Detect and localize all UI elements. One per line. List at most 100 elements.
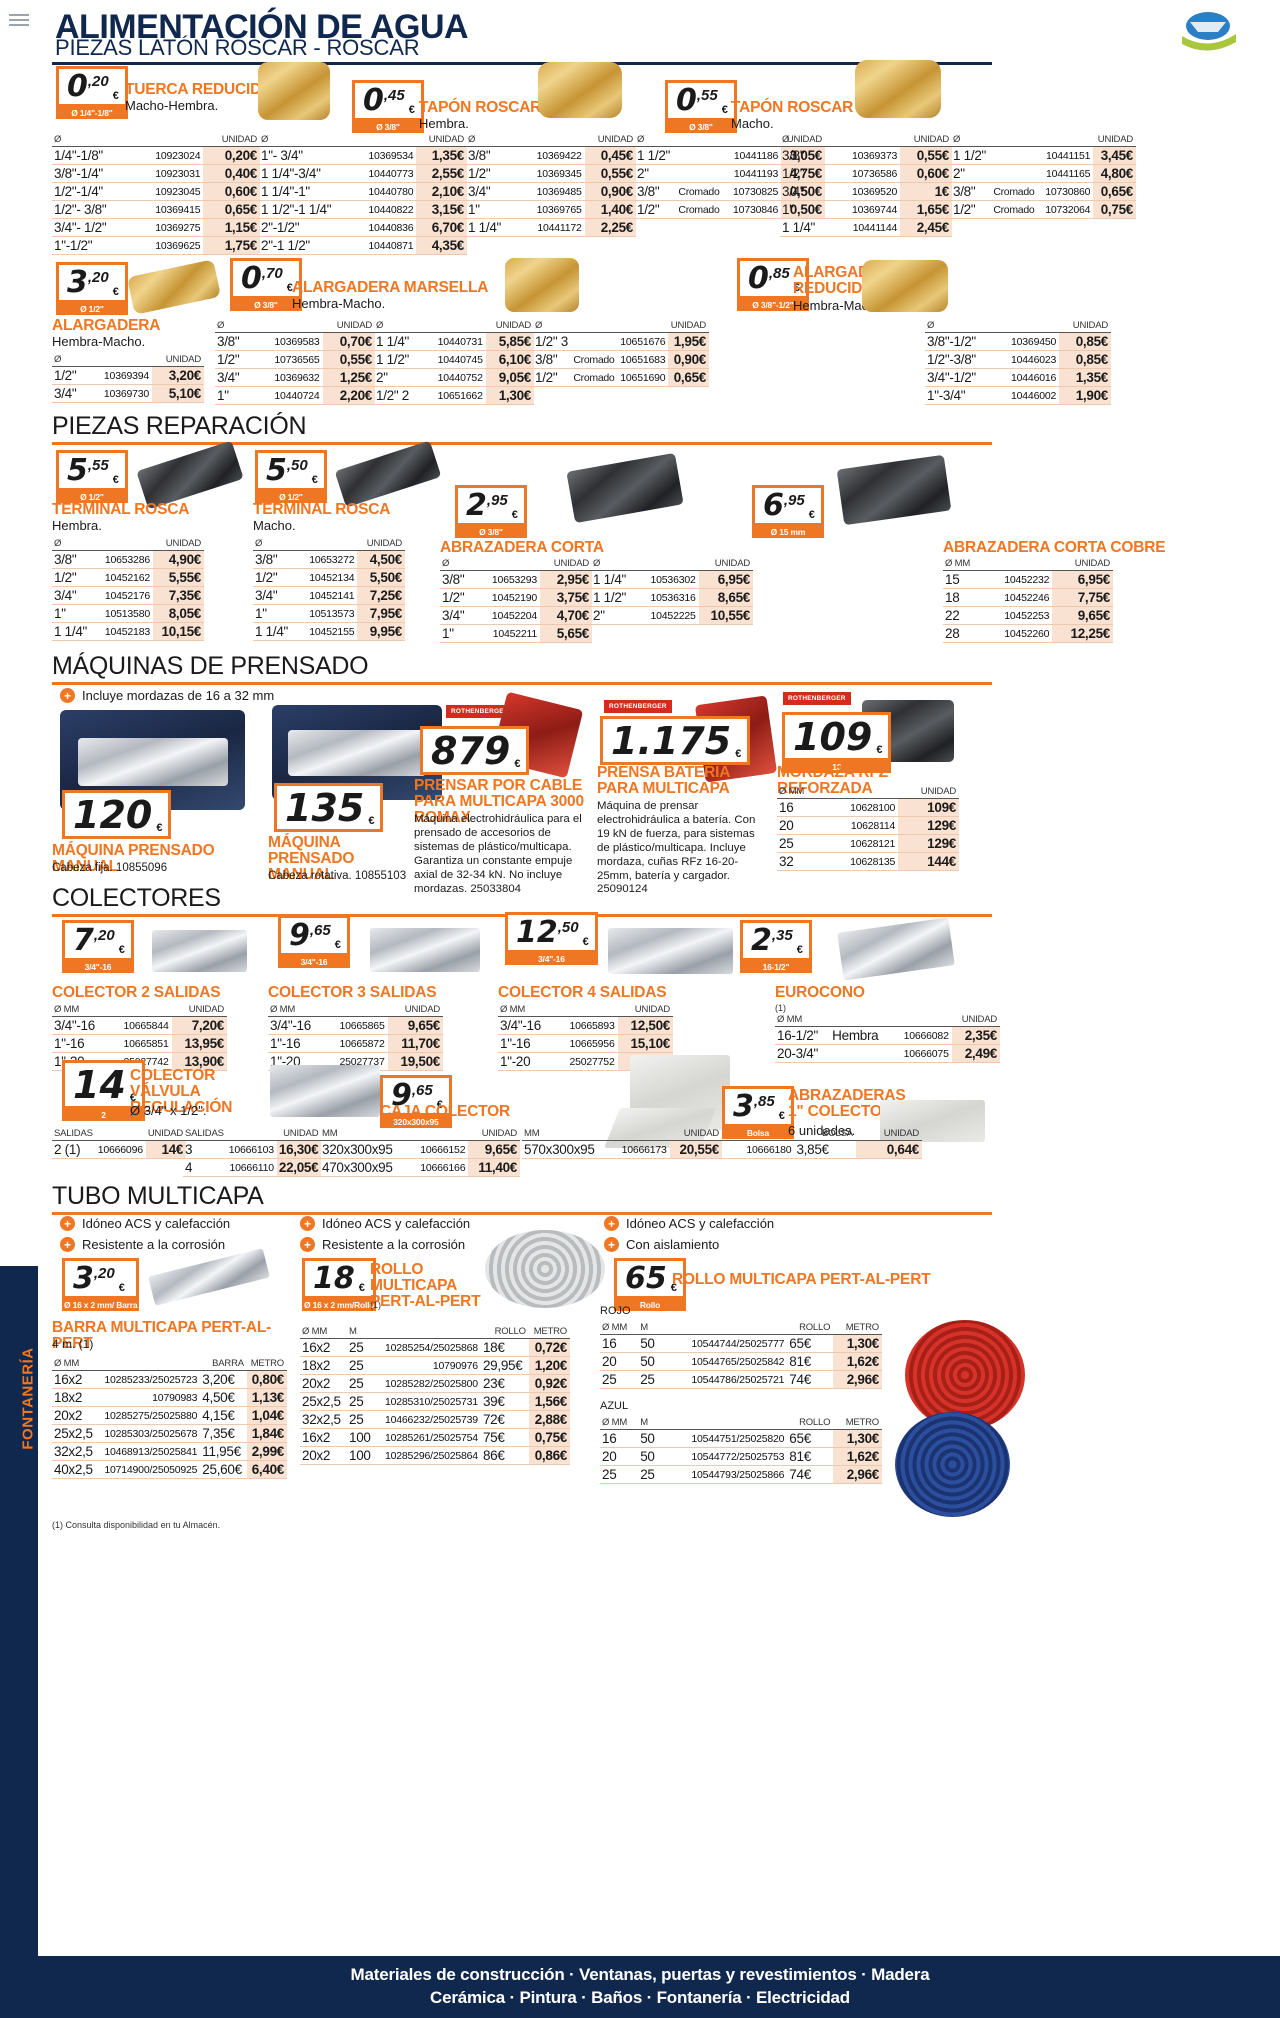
brand-label-rothenberger: ROTHENBERGER (446, 705, 514, 718)
th-diam: Ø (591, 558, 638, 571)
product-desc-tapon-macho: Macho. (731, 116, 774, 131)
table-marsella-col2: Ø UNIDAD 1 1/4" 10440731 5,85€ 1 1/2" 1044074… (374, 320, 534, 405)
cell-size: 570x300x95 (522, 1140, 611, 1159)
cell-size: 1"- 3/4" (259, 146, 354, 165)
table-row: 2" 10452225 10,55€ (591, 606, 753, 625)
cell-price: 1,35€ (1059, 368, 1111, 387)
cell-size: 1/2" (440, 588, 476, 607)
tbody: 1/4"-1/8" 10923024 0,20€ 3/8"-1/4" 10923031 0… (52, 146, 260, 255)
th-diam: Ø (259, 134, 354, 147)
currency-symbol: € (311, 474, 318, 486)
cell-size: 3/4" (52, 586, 96, 605)
cell-price: 5,10€ (152, 384, 204, 403)
cell-size (829, 200, 836, 219)
price-tag-caption: Ø 3/8" (455, 526, 527, 538)
table-row: 3/4"-16 10665893 12,50€ (498, 1016, 673, 1035)
cell-price: 0,75€ (528, 1428, 570, 1447)
cell-code: 10736565 (257, 350, 323, 369)
table-row: 3/8" Cromado 10730860 0,65€ (951, 182, 1136, 201)
cell-size (514, 218, 521, 237)
cell-price: 0,80€ (246, 1370, 287, 1389)
cell-code: 10452204 (475, 606, 541, 625)
table-row: 1"-20 25027737 19,50€ (268, 1052, 443, 1071)
table-row: 3/8"-1/4" 10923031 0,40€ (52, 164, 260, 183)
table-row: 1/2" 2 10651662 1,30€ (374, 386, 534, 405)
table-row: 16x2 10285233/25025723 3,20€ 0,80€ (52, 1370, 287, 1389)
price-tag-colector3: 9 ,65 € 3/4"-16 (278, 915, 350, 968)
cell-size: 2" (591, 606, 638, 625)
table-row: 1"-3/4" 10446002 1,90€ (925, 386, 1111, 405)
th-unidad: UNIDAD (669, 1128, 722, 1141)
cell-size: 25 (347, 1374, 376, 1393)
product-name-caja-colector: CAJA COLECTOR (380, 1103, 511, 1120)
tbody: 3/4"-16 10665865 9,65€ 1"-16 10665872 11,70€ 1… (268, 1016, 443, 1071)
cell-code: 10665844 (109, 1016, 172, 1035)
cell-size: 1 1/2" (591, 588, 638, 607)
cell-price: 1,20€ (528, 1356, 570, 1375)
cell-price: 144€ (898, 852, 959, 871)
cell-code: 10440752 (425, 368, 486, 387)
cell-code: 10440773 (353, 164, 417, 183)
cell-size: 3/4"-16 (268, 1016, 326, 1035)
table-row: 1" 10513573 7,95€ (253, 604, 405, 623)
currency-symbol: € (408, 104, 415, 116)
cell-code: 10452260 (983, 624, 1053, 643)
cell-price: 1,75€ (203, 236, 260, 255)
rollo-group-azul: AZUL (600, 1400, 629, 1412)
th-unidad: UNIDAD (357, 538, 405, 551)
th-unidad: UNIDAD (322, 320, 375, 333)
th-unidad: UNIDAD (668, 320, 709, 333)
cell-price: 1,65€ (900, 200, 952, 219)
cell-code: 10441186 (726, 146, 782, 165)
cell-code: 10441172 (520, 218, 585, 237)
product-image-maquina-fija-tools (78, 738, 228, 786)
cell-code: 10536316 (637, 588, 699, 607)
cell-size: 1 1/4"-1" (259, 182, 354, 201)
product-name-maquina-rotativa: MÁQUINA PRENSADO MANUAL (268, 834, 355, 883)
cell-code: 10666173 (610, 1140, 670, 1159)
th-diam: Ø (466, 134, 515, 147)
cell-size: 1/2" 3 (533, 332, 572, 351)
price-integer: 2 (466, 488, 487, 523)
price-tag-caption: 16-1/2" (740, 961, 812, 973)
cell-size: 3/8" (215, 332, 251, 351)
table-row: 1 1/2"-1 1/4" 10440822 3,15€ (259, 200, 467, 219)
cell-size: 470x300x95 (320, 1158, 410, 1177)
cell-code: 10441151 (1040, 146, 1094, 165)
th-mm: Ø MM (943, 558, 984, 571)
tbody: 16x2 10285233/25025723 3,20€ 0,80€ 18x2 10790… (52, 1370, 287, 1479)
table-row: 3/4" 10369632 1,25€ (215, 368, 375, 387)
th-diam: Ø (533, 320, 572, 333)
cell-code: 10666166 (409, 1158, 469, 1177)
table-row: 2"-1/2" 10440836 6,70€ (259, 218, 467, 237)
page-footer: Materiales de construcción · Ventanas, p… (0, 1956, 1280, 2018)
cell-price: 0,70€ (322, 332, 375, 351)
cell-code: 10440780 (353, 182, 417, 201)
currency-symbol: € (778, 1110, 785, 1122)
currency-symbol: € (118, 1282, 125, 1294)
th-metro: METRO (246, 1358, 287, 1371)
table-row: 18x2 25 10790976 29,95€ 1,20€ (300, 1356, 570, 1375)
product-desc-maquina-rotativa: Cabeza rotativa. 10855103 (268, 870, 407, 882)
multicapa-bullet-b1: Idóneo ACS y calefacción (322, 1216, 471, 1231)
cell-code: 10441144 (835, 218, 901, 237)
cell-code: 10285303/25025678 (97, 1424, 201, 1443)
cell-finish: Cromado (571, 350, 618, 369)
page-footnote: (1) Consulta disponibilidad en tu Almacé… (52, 1520, 221, 1530)
cell-price: 3,45€ (1093, 146, 1136, 165)
table-row: 1/2" 10369345 0,55€ (466, 164, 636, 183)
cell-code: 10285282/25025800 (375, 1374, 481, 1393)
currency-symbol: € (112, 90, 119, 102)
cell-price: 1,25€ (322, 368, 375, 387)
price-integer: 0 (241, 261, 262, 296)
th-unidad: UNIDAD (540, 558, 592, 571)
cell-size: 1" (440, 624, 476, 643)
price-tag-caption: 2 (62, 1109, 146, 1121)
cell-size: 32x2,5 (300, 1410, 348, 1429)
cell-price: 11,40€ (468, 1158, 520, 1177)
cell-code: 10544744/25025777 (662, 1334, 788, 1353)
table-row: 25 25 10544786/25025721 74€ 2,96€ (600, 1370, 882, 1389)
cell-code: 10651676 (617, 332, 669, 351)
price-tag-caption: Ø 3/8" (230, 299, 302, 311)
cell-code: 10736586 (835, 164, 901, 183)
